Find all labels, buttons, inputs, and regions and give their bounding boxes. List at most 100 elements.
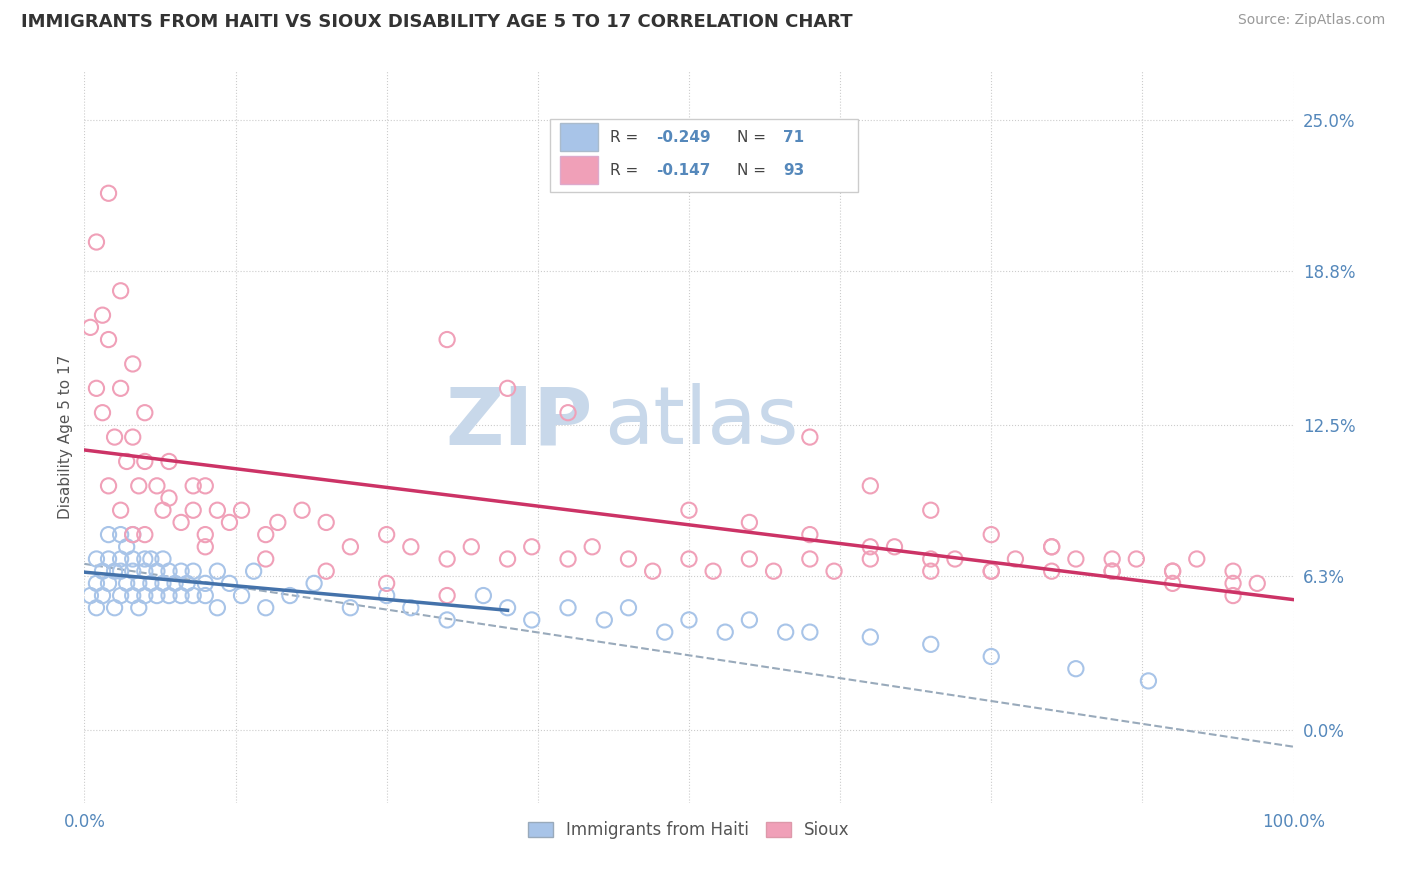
Point [181,564,204,578]
Point [181,479,204,493]
Point [86,600,108,615]
Point [207,564,229,578]
Point [291,503,314,517]
Point [315,564,337,578]
Text: 93: 93 [783,162,804,178]
Point [97,552,120,566]
Point [315,516,337,530]
Text: atlas: atlas [605,384,799,461]
Point [110,564,132,578]
Text: R =: R = [610,129,644,145]
Point [121,430,143,444]
Point [557,600,579,615]
Point [375,589,398,603]
Point [152,552,174,566]
Point [1222,576,1244,591]
Point [170,564,193,578]
Point [181,503,204,517]
Point [1125,552,1147,566]
Point [194,540,217,554]
Text: N =: N = [737,162,770,178]
Point [115,576,138,591]
Point [980,564,1002,578]
Point [165,576,187,591]
Point [254,600,277,615]
FancyBboxPatch shape [560,123,599,151]
Point [1101,552,1123,566]
Point [97,186,120,201]
Point [97,333,120,347]
Point [1064,552,1087,566]
Point [920,503,942,517]
Point [1161,564,1184,578]
Point [799,625,821,640]
Point [104,564,127,578]
Point [1101,564,1123,578]
Point [1137,673,1160,688]
Text: Source: ZipAtlas.com: Source: ZipAtlas.com [1237,13,1385,28]
Point [980,564,1002,578]
Text: ZIP: ZIP [444,384,592,461]
Point [176,576,198,591]
Point [823,564,845,578]
Point [194,589,217,603]
Point [128,576,150,591]
Point [472,589,495,603]
Point [139,576,162,591]
Point [110,381,132,395]
Point [134,406,156,420]
Point [128,600,150,615]
Point [375,527,398,541]
Point [799,430,821,444]
Point [1222,589,1244,603]
Point [254,552,277,566]
Point [339,600,361,615]
Point [121,357,143,371]
Point [593,613,616,627]
Point [557,552,579,566]
Point [654,625,676,640]
Point [920,552,942,566]
Point [617,552,640,566]
Point [738,516,761,530]
Point [110,503,132,517]
Point [194,479,217,493]
Point [110,284,132,298]
FancyBboxPatch shape [550,119,858,192]
Point [207,503,229,517]
Text: -0.249: -0.249 [657,129,711,145]
Point [134,564,156,578]
Text: N =: N = [737,129,770,145]
Point [134,552,156,566]
Point [883,540,905,554]
Point [496,381,519,395]
Point [91,308,114,322]
Point [91,564,114,578]
Point [714,625,737,640]
Point [943,552,966,566]
Point [920,564,942,578]
Point [738,613,761,627]
Point [399,600,422,615]
Point [128,479,150,493]
Point [231,589,253,603]
Point [267,516,290,530]
Point [980,649,1002,664]
Point [581,540,603,554]
Point [152,503,174,517]
Point [79,589,101,603]
Point [520,540,543,554]
Point [170,589,193,603]
Point [86,552,108,566]
Point [157,589,180,603]
Point [146,589,169,603]
Point [157,454,180,468]
Point [121,564,143,578]
Point [339,540,361,554]
Point [399,540,422,554]
FancyBboxPatch shape [560,156,599,184]
Point [920,637,942,651]
Point [115,454,138,468]
Point [1101,564,1123,578]
Point [115,540,138,554]
